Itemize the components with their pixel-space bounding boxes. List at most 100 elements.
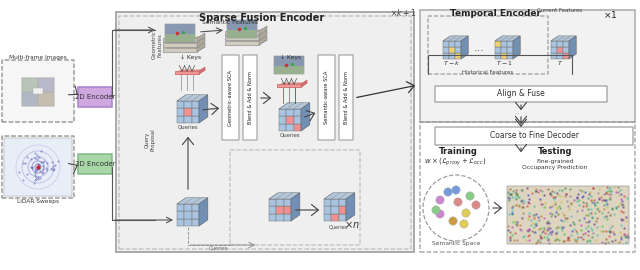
Polygon shape	[184, 204, 191, 211]
Polygon shape	[279, 124, 286, 131]
Polygon shape	[284, 214, 291, 221]
Polygon shape	[507, 41, 513, 47]
FancyBboxPatch shape	[4, 138, 72, 196]
FancyBboxPatch shape	[78, 154, 112, 174]
Text: 2D Encoder: 2D Encoder	[75, 94, 115, 100]
Polygon shape	[346, 193, 355, 221]
Text: $\times k+1$: $\times k+1$	[390, 6, 416, 18]
Polygon shape	[339, 214, 346, 221]
Polygon shape	[301, 103, 310, 131]
Polygon shape	[165, 24, 195, 34]
Circle shape	[466, 192, 474, 200]
Text: Multi-frame Images: Multi-frame Images	[9, 56, 67, 60]
Polygon shape	[551, 41, 557, 47]
Text: Fine-grained: Fine-grained	[536, 158, 574, 164]
Text: Blend & Add & Norm: Blend & Add & Norm	[248, 71, 253, 124]
Polygon shape	[227, 30, 257, 38]
FancyBboxPatch shape	[116, 12, 414, 252]
Polygon shape	[177, 108, 184, 116]
Polygon shape	[177, 219, 184, 226]
Polygon shape	[276, 214, 284, 221]
Polygon shape	[279, 103, 310, 109]
Text: Blend & Add & Norm: Blend & Add & Norm	[344, 71, 349, 124]
Circle shape	[472, 201, 480, 209]
Polygon shape	[269, 193, 300, 199]
Polygon shape	[177, 116, 184, 123]
Polygon shape	[294, 109, 301, 116]
Polygon shape	[225, 41, 259, 45]
Polygon shape	[177, 204, 184, 211]
FancyBboxPatch shape	[2, 136, 74, 198]
Polygon shape	[501, 47, 507, 53]
FancyBboxPatch shape	[420, 10, 635, 122]
Text: Coarse to Fine Decoder: Coarse to Fine Decoder	[490, 131, 579, 140]
Circle shape	[454, 198, 462, 206]
Polygon shape	[495, 36, 520, 41]
Polygon shape	[269, 199, 276, 206]
Polygon shape	[443, 47, 449, 53]
Text: $\times n$: $\times n$	[344, 220, 360, 231]
Polygon shape	[269, 214, 276, 221]
FancyBboxPatch shape	[78, 87, 112, 107]
Polygon shape	[277, 84, 301, 87]
Polygon shape	[557, 53, 563, 59]
Polygon shape	[563, 41, 569, 47]
FancyBboxPatch shape	[318, 55, 335, 140]
FancyBboxPatch shape	[435, 86, 607, 102]
Text: $T-1$: $T-1$	[495, 59, 513, 67]
Polygon shape	[551, 53, 557, 59]
Text: Query
Proposal: Query Proposal	[145, 129, 156, 151]
Polygon shape	[163, 48, 197, 52]
Polygon shape	[191, 108, 199, 116]
Circle shape	[432, 206, 440, 214]
Polygon shape	[177, 101, 184, 108]
Polygon shape	[455, 47, 461, 53]
Polygon shape	[191, 204, 199, 211]
Polygon shape	[324, 199, 332, 206]
Text: Geometric
Features: Geometric Features	[152, 31, 163, 59]
FancyBboxPatch shape	[222, 55, 239, 140]
Polygon shape	[225, 30, 267, 35]
FancyBboxPatch shape	[165, 24, 195, 42]
Text: Align & Fuse: Align & Fuse	[497, 89, 545, 99]
Polygon shape	[449, 53, 455, 59]
Polygon shape	[507, 53, 513, 59]
Polygon shape	[286, 109, 294, 116]
FancyBboxPatch shape	[339, 55, 353, 140]
Text: Current Features: Current Features	[538, 8, 582, 12]
Polygon shape	[495, 53, 501, 59]
Text: Queries: Queries	[178, 124, 198, 130]
Text: Semantic Features: Semantic Features	[202, 19, 258, 25]
Polygon shape	[175, 71, 199, 74]
Text: $T-k$: $T-k$	[444, 59, 461, 67]
Polygon shape	[163, 37, 205, 42]
Polygon shape	[455, 41, 461, 47]
Polygon shape	[191, 219, 199, 226]
Circle shape	[452, 186, 460, 194]
Polygon shape	[163, 42, 205, 47]
Polygon shape	[495, 47, 501, 53]
Circle shape	[449, 217, 457, 225]
Polygon shape	[286, 116, 294, 124]
Polygon shape	[227, 20, 257, 30]
Polygon shape	[276, 199, 284, 206]
Text: Training: Training	[438, 147, 477, 157]
Polygon shape	[332, 199, 339, 206]
Polygon shape	[259, 31, 267, 40]
Polygon shape	[276, 206, 284, 214]
Polygon shape	[449, 41, 455, 47]
FancyBboxPatch shape	[2, 60, 74, 122]
Polygon shape	[184, 116, 191, 123]
Polygon shape	[455, 53, 461, 59]
Polygon shape	[274, 56, 304, 66]
Polygon shape	[291, 193, 300, 221]
Polygon shape	[165, 34, 195, 42]
Polygon shape	[294, 124, 301, 131]
Polygon shape	[324, 206, 332, 214]
Polygon shape	[449, 47, 455, 53]
Polygon shape	[199, 67, 205, 74]
Polygon shape	[557, 41, 563, 47]
Polygon shape	[191, 211, 199, 219]
Polygon shape	[177, 95, 208, 101]
Text: ...: ...	[474, 43, 484, 53]
